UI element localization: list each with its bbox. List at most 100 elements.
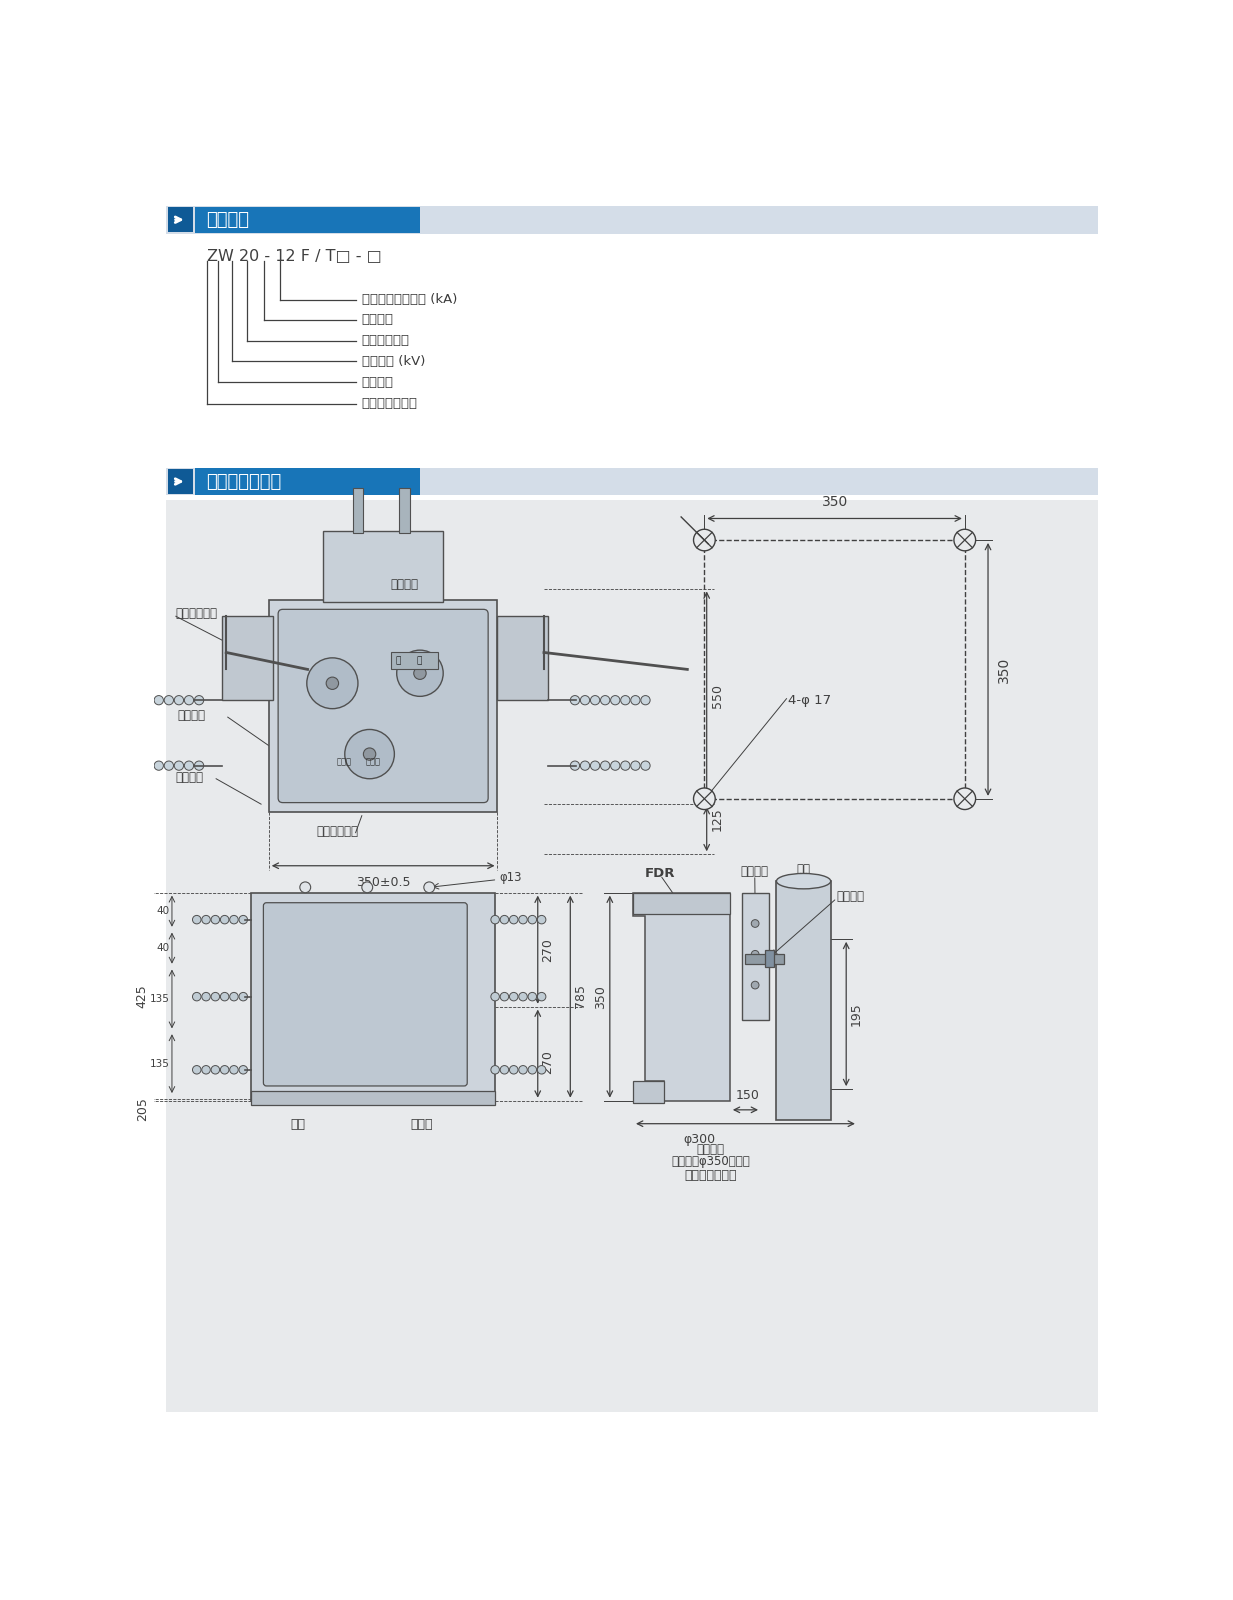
Circle shape <box>581 762 589 770</box>
Circle shape <box>185 696 194 706</box>
Circle shape <box>202 1066 211 1074</box>
Circle shape <box>202 915 211 923</box>
Text: 4-φ 17: 4-φ 17 <box>788 694 831 707</box>
Text: 控制装置尺寸图: 控制装置尺寸图 <box>684 1170 737 1182</box>
Text: 外形及安装尺寸: 外形及安装尺寸 <box>206 472 281 491</box>
Text: 额定短路开断电流 (kA): 额定短路开断电流 (kA) <box>361 293 457 306</box>
Text: 785: 785 <box>575 984 587 1008</box>
Circle shape <box>538 992 546 1002</box>
Circle shape <box>300 882 311 893</box>
Circle shape <box>195 696 203 706</box>
Bar <box>746 954 784 963</box>
Text: 270: 270 <box>541 938 555 962</box>
Text: 固定金具: 固定金具 <box>697 1142 725 1155</box>
Circle shape <box>519 1066 528 1074</box>
Text: 航空插座: 航空插座 <box>176 771 203 784</box>
Text: 350: 350 <box>594 984 607 1008</box>
Circle shape <box>361 882 372 893</box>
Circle shape <box>192 915 201 923</box>
Circle shape <box>123 696 133 706</box>
Bar <box>168 469 192 494</box>
Bar <box>777 882 831 1120</box>
Circle shape <box>631 762 640 770</box>
Text: 电杆: 电杆 <box>797 862 810 877</box>
Text: 设计序号: 设计序号 <box>361 376 393 389</box>
Circle shape <box>164 696 174 706</box>
Circle shape <box>519 915 528 923</box>
Circle shape <box>221 992 229 1002</box>
Circle shape <box>509 915 518 923</box>
Bar <box>165 499 1099 1413</box>
Text: 储能指示: 储能指示 <box>178 709 206 722</box>
Bar <box>353 488 364 533</box>
Text: 40: 40 <box>157 906 170 917</box>
Text: 手动储能手柄: 手动储能手柄 <box>176 608 218 621</box>
Circle shape <box>211 915 219 923</box>
Circle shape <box>538 915 546 923</box>
Circle shape <box>528 915 536 923</box>
Circle shape <box>202 992 211 1002</box>
Text: 安装挂钉: 安装挂钉 <box>741 866 768 878</box>
Bar <box>269 600 497 811</box>
Circle shape <box>345 730 395 779</box>
Bar <box>497 616 547 701</box>
Polygon shape <box>633 893 730 1101</box>
Circle shape <box>519 992 528 1002</box>
Circle shape <box>192 1066 201 1074</box>
Circle shape <box>954 787 975 810</box>
Circle shape <box>751 981 760 989</box>
Bar <box>252 893 496 1101</box>
Circle shape <box>195 762 203 770</box>
Circle shape <box>631 696 640 706</box>
Bar <box>391 653 438 669</box>
Bar <box>323 531 443 602</box>
Circle shape <box>610 696 620 706</box>
Text: 205: 205 <box>136 1098 149 1122</box>
Text: 合: 合 <box>417 656 422 666</box>
Circle shape <box>641 696 650 706</box>
Text: 550: 550 <box>710 685 724 709</box>
Circle shape <box>620 762 630 770</box>
Bar <box>399 488 409 533</box>
Bar <box>195 469 420 494</box>
Circle shape <box>239 992 248 1002</box>
Text: φ300: φ300 <box>683 1133 715 1146</box>
Circle shape <box>693 787 715 810</box>
Circle shape <box>424 882 435 893</box>
Text: 额定电流: 额定电流 <box>361 314 393 326</box>
Circle shape <box>693 530 715 550</box>
Bar <box>252 1091 496 1106</box>
Text: 350±0.5: 350±0.5 <box>356 875 411 888</box>
Text: 270: 270 <box>541 1050 555 1074</box>
Circle shape <box>211 992 219 1002</box>
Circle shape <box>501 992 509 1002</box>
Circle shape <box>610 762 620 770</box>
FancyBboxPatch shape <box>279 610 488 803</box>
Circle shape <box>221 915 229 923</box>
Circle shape <box>307 658 358 709</box>
Circle shape <box>174 696 184 706</box>
Circle shape <box>221 1066 229 1074</box>
Circle shape <box>600 696 610 706</box>
Circle shape <box>620 696 630 706</box>
Circle shape <box>641 762 650 770</box>
Circle shape <box>501 1066 509 1074</box>
Circle shape <box>134 762 143 770</box>
Text: 户外真空断路器: 户外真空断路器 <box>361 397 418 410</box>
Circle shape <box>571 696 580 706</box>
Text: 分: 分 <box>395 656 401 666</box>
Text: FDR: FDR <box>645 867 676 880</box>
Circle shape <box>211 1066 219 1074</box>
Circle shape <box>581 696 589 706</box>
Circle shape <box>501 915 509 923</box>
Bar <box>195 206 420 234</box>
Text: 已储能: 已储能 <box>366 757 381 766</box>
Circle shape <box>591 696 599 706</box>
Bar <box>741 893 768 1019</box>
Bar <box>764 950 774 968</box>
Circle shape <box>327 677 339 690</box>
Circle shape <box>364 747 376 760</box>
Bar <box>165 467 1099 496</box>
Text: 425: 425 <box>136 984 149 1008</box>
Circle shape <box>123 762 133 770</box>
